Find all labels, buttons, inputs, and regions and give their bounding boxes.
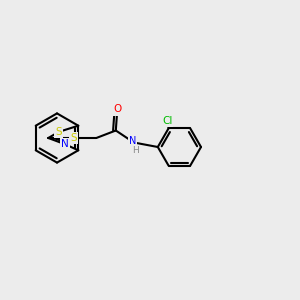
Text: Cl: Cl xyxy=(162,116,172,126)
Text: N: N xyxy=(129,136,136,146)
Text: H: H xyxy=(133,146,139,155)
Text: S: S xyxy=(56,127,62,137)
Text: O: O xyxy=(113,104,122,115)
Text: N: N xyxy=(61,139,69,149)
Text: S: S xyxy=(70,133,77,143)
